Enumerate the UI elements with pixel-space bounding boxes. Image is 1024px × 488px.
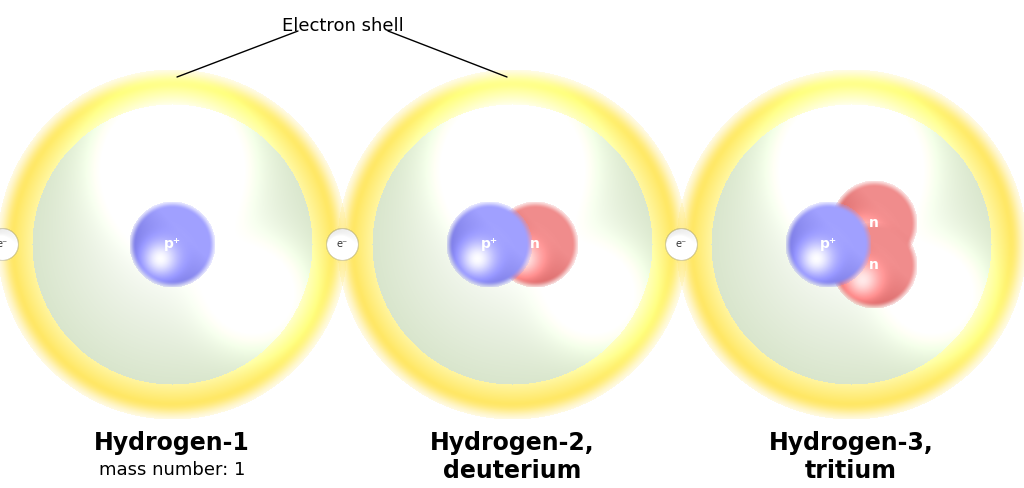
Text: p⁺: p⁺ xyxy=(480,237,498,251)
Text: Electron shell: Electron shell xyxy=(283,17,403,35)
Text: Hydrogen-3,
tritium: Hydrogen-3, tritium xyxy=(769,431,933,483)
Text: n: n xyxy=(530,237,540,251)
Text: e⁻: e⁻ xyxy=(676,239,686,249)
Text: mass number: 1: mass number: 1 xyxy=(98,461,245,479)
Text: p⁺: p⁺ xyxy=(819,237,837,251)
Text: Hydrogen-1: Hydrogen-1 xyxy=(94,431,250,455)
Text: n: n xyxy=(869,216,879,230)
Text: n: n xyxy=(869,258,879,272)
Text: e⁻: e⁻ xyxy=(337,239,347,249)
Text: e⁻: e⁻ xyxy=(0,239,7,249)
Text: Hydrogen-2,
deuterium: Hydrogen-2, deuterium xyxy=(430,431,594,483)
Text: p⁺: p⁺ xyxy=(164,237,180,251)
